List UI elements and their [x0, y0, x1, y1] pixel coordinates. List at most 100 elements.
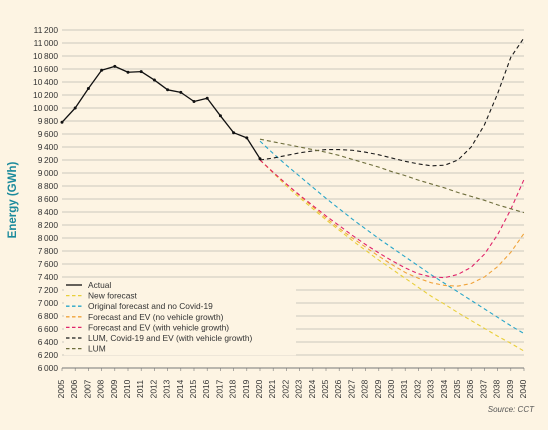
data-point [179, 90, 183, 94]
x-tick-label: 2013 [162, 379, 172, 398]
data-point [152, 78, 156, 82]
series-line-original-forecast-and-no-covid-19 [259, 140, 525, 335]
legend-label: LUM [88, 344, 106, 354]
x-tick-label: 2039 [505, 379, 515, 398]
y-tick-label: 8 600 [38, 194, 59, 204]
legend-label: Forecast and EV (with vehicle growth) [88, 322, 229, 332]
x-tick-label: 2032 [412, 379, 422, 398]
y-tick-label: 10 800 [33, 51, 58, 61]
data-point [166, 88, 170, 92]
y-tick-label: 9 000 [38, 168, 59, 178]
x-tick-label: 2016 [201, 379, 211, 398]
y-tick-label: 11 200 [34, 25, 59, 35]
series-line-actual [61, 65, 261, 160]
data-point [192, 100, 196, 103]
x-tick-label: 2014 [175, 379, 185, 398]
y-tick-label: 6 000 [38, 363, 59, 373]
x-tick-label: 2024 [307, 379, 317, 398]
y-tick-label: 10 200 [33, 90, 58, 100]
y-tick-label: 7 000 [38, 298, 59, 308]
legend-label: Actual [88, 280, 111, 290]
y-tick-label: 11 000 [34, 38, 59, 48]
data-point [258, 157, 262, 161]
x-tick-label: 2005 [56, 379, 66, 398]
data-point [126, 70, 130, 74]
y-tick-label: 10 000 [33, 103, 58, 113]
x-tick-label: 2007 [82, 379, 92, 398]
x-tick-label: 2021 [267, 379, 277, 398]
series-line-lum [259, 138, 525, 214]
series-line-lum-covid-19-and-ev-with-vehicle-growth- [259, 37, 525, 167]
x-tick-label: 2037 [478, 379, 488, 398]
source-note: Source: CCT [488, 405, 535, 414]
x-tick-labels: 2005 2006 2007 2008 2009 2010 2011 2012 2013 2014… [56, 368, 528, 398]
x-tick-label: 2029 [373, 379, 383, 398]
y-tick-label: 6 800 [38, 311, 59, 321]
y-tick-label: 7 800 [38, 246, 59, 256]
data-point [218, 114, 222, 118]
y-tick-label: 6 600 [38, 324, 59, 334]
y-tick-label: 8 400 [38, 207, 59, 217]
x-tick-label: 2033 [426, 379, 436, 398]
series-line-forecast-and-ev-no-vehicle-growth- [259, 159, 525, 287]
data-point [86, 87, 90, 90]
x-tick-label: 2026 [333, 379, 343, 398]
y-tick-label: 10 400 [33, 77, 58, 87]
x-tick-label: 2025 [320, 379, 330, 398]
y-tick-label: 7 200 [38, 285, 59, 295]
y-tick-label: 6 200 [38, 350, 59, 360]
y-tick-label: 10 600 [33, 64, 58, 74]
x-tick-label: 2031 [399, 379, 409, 398]
x-tick-label: 2035 [452, 379, 462, 398]
x-tick-label: 2020 [254, 379, 264, 398]
x-tick-label: 2027 [346, 379, 356, 398]
legend-label: New forecast [88, 291, 138, 301]
legend-background [64, 279, 296, 356]
series-line-new-forecast [259, 159, 525, 352]
y-tick-label: 9 600 [38, 129, 59, 139]
x-tick-label: 2017 [214, 379, 224, 398]
y-tick-label: 6 400 [38, 337, 59, 347]
data-point [245, 136, 249, 140]
series-layer [60, 37, 525, 352]
x-tick-label: 2023 [294, 379, 304, 398]
legend-label: LUM, Covid-19 and EV (with vehicle growt… [88, 333, 253, 343]
y-tick-label: 9 200 [38, 155, 59, 165]
y-tick-label: 7 600 [38, 259, 59, 269]
y-tick-label: 9 400 [38, 142, 59, 152]
y-tick-label: 8 200 [38, 220, 59, 230]
data-point [60, 120, 64, 124]
series-line-forecast-and-ev-with-vehicle-growth- [259, 159, 525, 279]
data-point [232, 131, 236, 135]
data-point [113, 64, 117, 68]
x-tick-label: 2038 [492, 379, 502, 398]
x-tick-label: 2008 [96, 379, 106, 398]
x-tick-label: 2012 [148, 379, 158, 398]
x-tick-label: 2015 [188, 379, 198, 398]
x-tick-label: 2036 [465, 379, 475, 398]
x-tick-label: 2030 [386, 379, 396, 398]
legend-label: Original forecast and no Covid-19 [88, 301, 213, 311]
x-tick-label: 2040 [518, 379, 528, 398]
x-tick-label: 2006 [69, 379, 79, 398]
y-tick-labels: 6 000 6 200 6 400 6 600 6 800 7 000 7 200 7 400… [33, 25, 58, 373]
data-point [100, 68, 104, 72]
x-tick-label: 2010 [122, 379, 132, 398]
x-tick-label: 2019 [241, 379, 251, 398]
y-tick-label: 8 800 [38, 181, 59, 191]
y-tick-label: 8 000 [38, 233, 59, 243]
x-tick-label: 2022 [280, 379, 290, 398]
data-point [139, 70, 143, 74]
y-tick-label: 7 400 [38, 272, 59, 282]
data-point [205, 96, 209, 100]
x-tick-label: 2011 [135, 380, 145, 398]
legend-label: Forecast and EV (no vehicle growth) [88, 312, 224, 322]
y-axis-label: Energy (GWh) [7, 162, 19, 239]
x-tick-label: 2034 [439, 379, 449, 398]
data-point [73, 106, 77, 110]
x-tick-label: 2018 [228, 379, 238, 398]
